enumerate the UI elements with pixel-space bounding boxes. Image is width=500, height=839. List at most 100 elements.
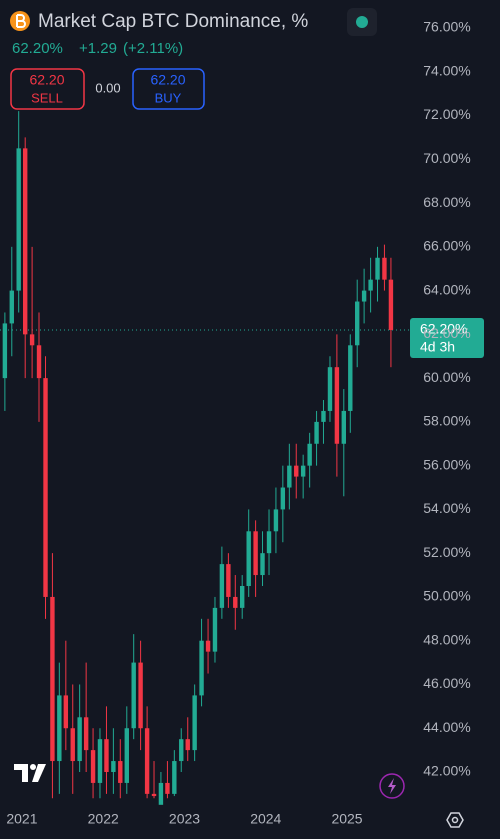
candle-body (77, 717, 82, 762)
y-tick-label: 60.00% (423, 369, 470, 385)
y-tick-label: 50.00% (423, 588, 470, 604)
settings-button[interactable] (446, 812, 464, 828)
candle-body (131, 662, 136, 729)
candle-body (327, 367, 333, 411)
settings-icon (451, 816, 459, 824)
candle-body (158, 782, 164, 805)
y-tick-label: 68.00% (423, 194, 470, 210)
buy-price: 62.20 (150, 72, 185, 88)
last-value: 62.20% (12, 40, 63, 57)
candle-body (341, 410, 346, 444)
spread: 0.00 (95, 80, 120, 95)
x-tick-label: 2023 (169, 811, 200, 827)
candle-body (16, 148, 21, 291)
chart-title: Market Cap BTC Dominance, % (38, 11, 308, 32)
candle-body (294, 465, 299, 477)
sell-label: SELL (31, 90, 63, 105)
candle-body (124, 728, 129, 783)
x-tick-label: 2022 (88, 811, 119, 827)
candle-body (314, 421, 319, 444)
y-tick-label: 54.00% (423, 500, 470, 516)
candle-body (334, 367, 340, 444)
candle-body (36, 345, 42, 379)
price-label-box (410, 318, 484, 358)
candle-body (144, 728, 150, 794)
candle-body (226, 564, 231, 597)
y-tick-label: 46.00% (423, 675, 470, 691)
candle-body (90, 750, 96, 783)
x-tick-label: 2024 (250, 811, 281, 827)
y-tick-label: 70.00% (423, 150, 470, 166)
candle-body (348, 345, 353, 411)
candle-body (43, 378, 48, 597)
candle-body (118, 761, 123, 783)
candle-body (2, 323, 8, 379)
candle-body (307, 443, 312, 466)
sell-button[interactable] (10, 68, 85, 110)
candle-body (83, 717, 89, 751)
y-tick-label: 52.00% (423, 544, 470, 560)
y-tick-label: 66.00% (423, 238, 470, 254)
lightning-button[interactable] (379, 773, 405, 799)
candle-body (179, 739, 184, 762)
candle-body (361, 290, 367, 302)
candle-body (266, 531, 272, 554)
candle-body (165, 782, 170, 794)
y-tick-label: 62.00% (423, 325, 470, 341)
sell-price: 62.20 (29, 72, 64, 88)
y-tick-label: 72.00% (423, 106, 470, 122)
candle-body (321, 410, 326, 422)
change-pct: (+2.11%) (123, 40, 183, 57)
candle-body (192, 695, 197, 751)
candle-body (287, 465, 292, 488)
candle-body (172, 761, 177, 794)
symbol-icon-glyph (16, 14, 26, 28)
countdown: 4d 3h (420, 339, 455, 355)
y-tick-label: 42.00% (423, 763, 470, 779)
candle-body (70, 728, 75, 762)
settings-icon (446, 812, 464, 828)
x-tick-label: 2025 (331, 811, 362, 827)
buy-label: BUY (155, 90, 182, 105)
tv-logo-part (30, 764, 36, 770)
y-tick-label: 76.00% (423, 19, 470, 35)
candle-body (219, 564, 225, 608)
candle-body (253, 531, 258, 576)
x-tick-label: 2021 (6, 811, 37, 827)
y-tick-label: 74.00% (423, 62, 470, 78)
candle-body (382, 257, 387, 280)
y-tick-label: 48.00% (423, 631, 470, 647)
y-tick-label: 64.00% (423, 281, 470, 297)
candle-body (22, 148, 28, 335)
tv-logo (14, 764, 46, 782)
price-label: 62.20% (420, 321, 467, 337)
y-tick-label: 58.00% (423, 413, 470, 429)
y-tick-label: 56.00% (423, 456, 470, 472)
candle-body (205, 640, 211, 652)
candle-body (280, 487, 286, 510)
candle-body (260, 553, 265, 576)
candle-body (29, 334, 35, 346)
candle-body (388, 279, 394, 330)
candle-body (239, 585, 245, 608)
candle-body (111, 761, 116, 772)
candle-body (97, 739, 103, 783)
change: +1.29 (79, 40, 117, 57)
candle-body (273, 509, 279, 532)
candle-body (63, 695, 69, 729)
candle-body (50, 596, 55, 762)
candle-body (9, 290, 14, 324)
buy-button[interactable] (132, 68, 205, 110)
plot (0, 111, 410, 805)
status-dot (356, 16, 368, 28)
candle-body (300, 465, 306, 477)
candle-body (246, 531, 251, 586)
tv-logo-part (14, 764, 28, 782)
candle-body (138, 662, 143, 729)
candle-body (185, 739, 190, 751)
quote-line: 62.20% +1.29 (+2.11%) (12, 40, 183, 57)
candle-body (233, 596, 238, 608)
